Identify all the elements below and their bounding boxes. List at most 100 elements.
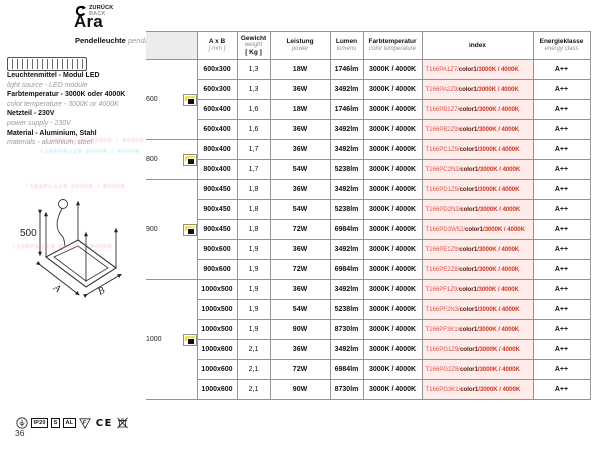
table-row: 900x600 1,9 72W 6984lm 3000K / 4000K T166PE2Z…	[146, 259, 591, 280]
dimension-drawing: 500 A B	[20, 199, 122, 298]
index-color-part: color1	[460, 166, 479, 173]
index-code-cell[interactable]: T166PG2Z8/color1/3000K / 4000K	[421, 359, 534, 380]
index-temp-part: /3000K / 4000K	[477, 306, 520, 313]
weight-cell: 1,3	[236, 79, 271, 100]
dimensions-cell: 1000x500	[196, 319, 238, 340]
dimensions-cell: 900x600	[196, 239, 238, 260]
product-table: A x B [ mm ] Gewicht weight [ Kg ] Leist…	[146, 31, 591, 400]
power-cell: 36W	[269, 79, 331, 100]
index-temp-part: /3000K / 4000K	[477, 266, 520, 273]
index-code-cell[interactable]: T166PB1Z7/color1/3000K / 4000K	[421, 99, 534, 120]
dimensions-cell: 800x400	[196, 139, 238, 160]
energy-class-cell: A++	[532, 159, 591, 180]
color-temperature-cell: 3000K / 4000K	[362, 239, 423, 260]
weight-cell: 1,7	[236, 139, 271, 160]
index-code: T166PG3K1/	[425, 386, 461, 393]
energy-class-cell: A++	[532, 219, 591, 240]
power-cell: 36W	[269, 339, 331, 360]
power-canopy-icon	[58, 199, 68, 209]
size-group-cell: 600	[146, 59, 198, 140]
power-cell: 54W	[269, 159, 331, 180]
index-code-cell[interactable]: T166PA1Z7/color1/3000K / 4000K	[421, 59, 534, 80]
dimensions-cell: 1000x500	[196, 279, 238, 300]
index-code-cell[interactable]: T166PE2Z8/color1/3000K / 4000K	[421, 259, 534, 280]
color-temperature-cell: 3000K / 4000K	[362, 139, 423, 160]
lumens-cell: 3492lm	[329, 139, 364, 160]
index-temp-part: /3000K / 4000K	[476, 286, 519, 293]
energy-class-cell: A++	[532, 379, 591, 400]
index-code-cell[interactable]: T166PE1Z9/color1/3000K / 4000K	[421, 239, 534, 260]
weight-cell: 1,8	[236, 219, 271, 240]
lumens-cell: 6984lm	[329, 259, 364, 280]
index-temp-part: /3000K / 4000K	[477, 346, 520, 353]
index-code: T166PG2Z8/	[425, 366, 461, 373]
power-cell: 72W	[269, 259, 331, 280]
index-code-cell[interactable]: T166PC1Z9/color1/3000K / 4000K	[421, 139, 534, 160]
index-code-cell[interactable]: T166PD3W52/color1/3000K / 4000K	[421, 219, 534, 240]
index-code-cell[interactable]: T166PF3K1/color1/3000K / 4000K	[421, 319, 534, 340]
header-energy-class: Energieklasse energy class	[532, 31, 591, 60]
index-code: T166PA2Z9/	[425, 86, 459, 93]
lumens-cell: 5238lm	[329, 199, 364, 220]
color-temperature-cell: 3000K / 4000K	[362, 359, 423, 380]
weight-cell: 1,9	[236, 279, 271, 300]
index-code-cell[interactable]: T166PF2N3/color1/3000K / 4000K	[421, 299, 534, 320]
energy-class-cell: A++	[532, 259, 591, 280]
dimensions-cell: 600x400	[196, 119, 238, 140]
header-weight: Gewicht weight [ Kg ]	[236, 31, 271, 60]
index-code-cell[interactable]: T166PG3K1/color1/3000K / 4000K	[421, 379, 534, 400]
index-code: T166PE2Z8/	[425, 266, 460, 273]
power-cell: 54W	[269, 299, 331, 320]
spec-material-en: materials - aluminium, steel	[7, 139, 93, 147]
index-color-part: color1	[458, 286, 477, 293]
index-color-part: color1	[459, 146, 478, 153]
back-label-en: BACK	[89, 11, 106, 17]
header-color-temperature: Farbtemperatur color temperature	[362, 31, 423, 60]
color-temperature-cell: 3000K / 4000K	[362, 79, 423, 100]
lumens-cell: 8730lm	[329, 379, 364, 400]
index-color-part: color1	[459, 246, 478, 253]
index-code-cell[interactable]: T166PF1Z9/color1/3000K / 4000K	[421, 279, 534, 300]
color-temperature-cell: 3000K / 4000K	[362, 279, 423, 300]
index-code: T166PB2Z9/	[425, 126, 460, 133]
table-row: 600x400 1,6 18W 1746lm 3000K / 4000K T166PB1Z…	[146, 99, 591, 120]
index-code: T166PG1Z9/	[425, 346, 461, 353]
size-group-label: 900	[146, 226, 158, 233]
index-color-part: color1	[459, 306, 478, 313]
table-row: 1000x500 1,9 54W 5238lm 3000K / 4000K T166PF2…	[146, 299, 591, 320]
index-color-part: color1	[460, 386, 479, 393]
page-number: 36	[15, 428, 25, 438]
side-b-label: B	[96, 285, 107, 298]
index-code-cell[interactable]: T166PA2Z9/color1/3000K / 4000K	[421, 79, 534, 100]
spec-color-temp-de: Farbtemperatur - 3000K oder 4000K	[7, 91, 126, 99]
dimensions-cell: 900x450	[196, 219, 238, 240]
power-cell: 90W	[269, 319, 331, 340]
power-cell: 36W	[269, 239, 331, 260]
index-code-cell[interactable]: T166PD2N3/color1/3000K / 4000K	[421, 199, 534, 220]
back-label-de: ZURÜCK	[89, 5, 114, 11]
index-code: T166PA1Z7/	[425, 66, 459, 73]
index-code-cell[interactable]: T166PD1Z9/color1/3000K / 4000K	[421, 179, 534, 200]
table-row: 600x400 1,6 36W 3492lm 3000K / 4000K T166PB2Z…	[146, 119, 591, 140]
spec-light-source-de: Leuchtenmittel - Modul LED	[7, 72, 100, 79]
lumens-cell: 3492lm	[329, 119, 364, 140]
index-code-cell[interactable]: T166PB2Z9/color1/3000K / 4000K	[421, 119, 534, 140]
dimensions-cell: 900x600	[196, 259, 238, 280]
dimensions-cell: 600x400	[196, 99, 238, 120]
index-code: T166PD1Z9/	[425, 186, 460, 193]
index-color-part: color1	[458, 66, 477, 73]
index-temp-part: /3000K / 4000K	[478, 166, 521, 173]
index-code-cell[interactable]: T166PC2N3/color1/3000K / 4000K	[421, 159, 534, 180]
color-temperature-cell: 3000K / 4000K	[362, 259, 423, 280]
index-code: T166PC1Z9/	[425, 146, 460, 153]
index-code: T166PF2N3/	[425, 306, 460, 313]
size-group-cell: 900	[146, 179, 198, 280]
back-link[interactable]: ZURÜCK BACK	[74, 5, 113, 17]
table-row: 900x450 1,8 72W 6984lm 3000K / 4000K T166PD3W…	[146, 219, 591, 240]
spec-list: Leuchtenmittel - Modul LED light source …	[7, 71, 125, 148]
energy-class-cell: A++	[532, 79, 591, 100]
index-code-cell[interactable]: T166PG1Z9/color1/3000K / 4000K	[421, 339, 534, 360]
header-size-group	[146, 31, 198, 60]
color-temperature-cell: 3000K / 4000K	[362, 199, 423, 220]
